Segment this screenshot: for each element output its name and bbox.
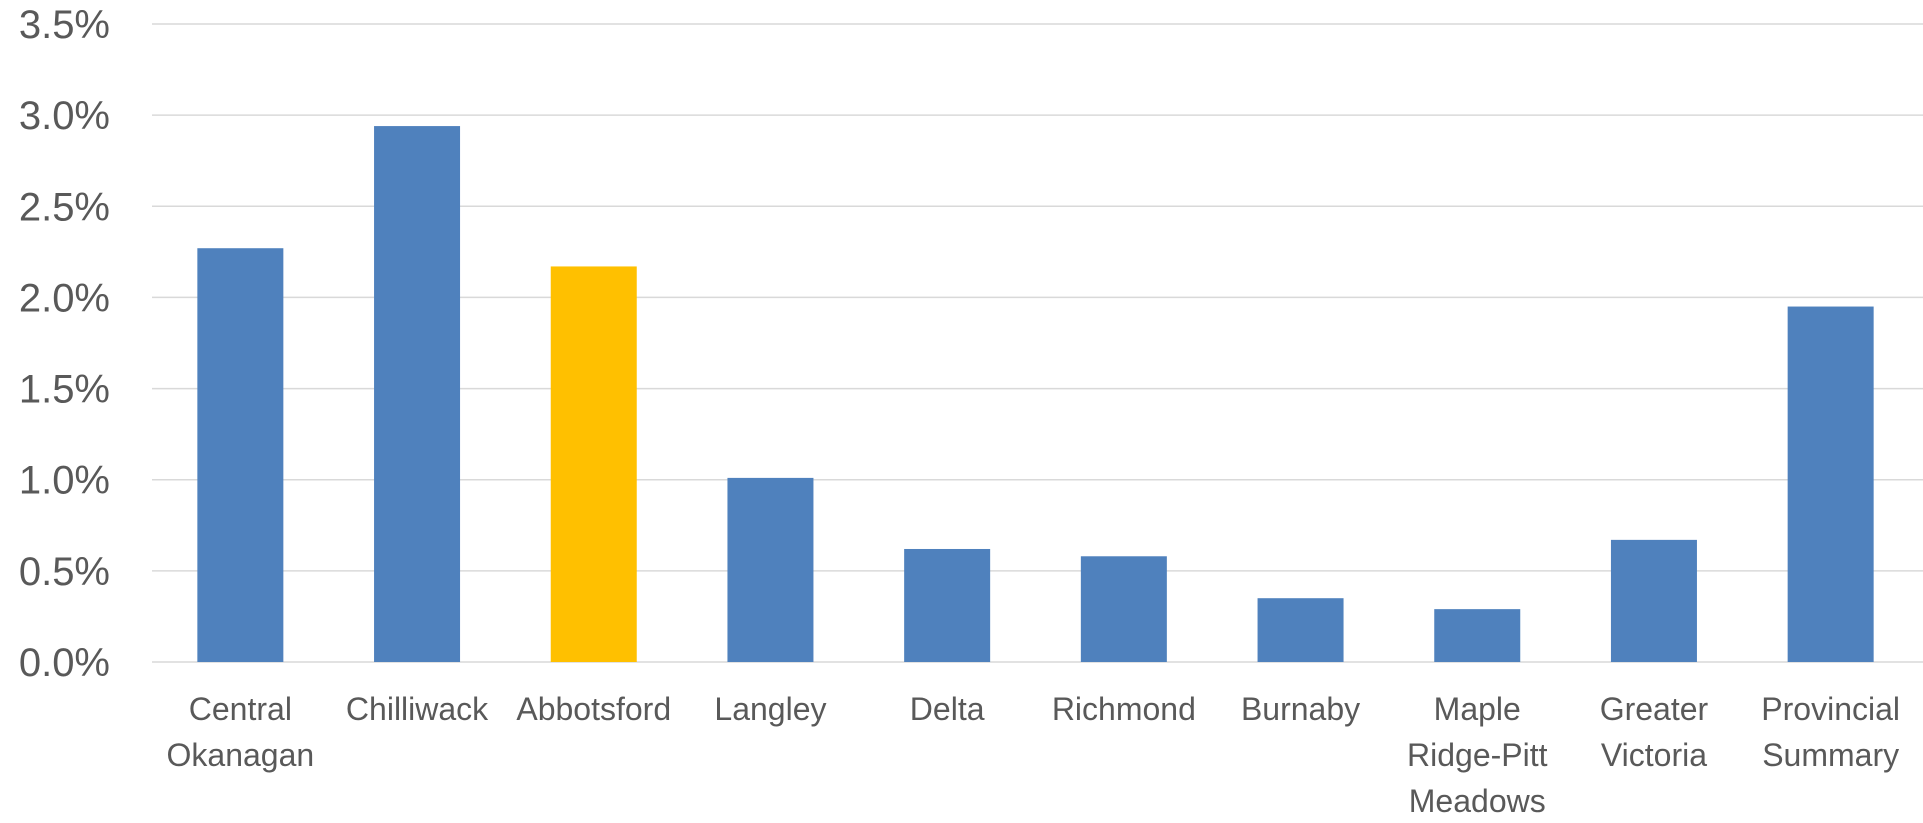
bar-richmond	[1080, 556, 1167, 662]
x-category-label: Langley	[714, 691, 826, 727]
y-axis-ticks: 0.0% 0.5% 1.0% 1.5% 2.0% 2.5% 3.0% 3.5%	[19, 3, 110, 685]
x-category-label-line: Greater	[1600, 691, 1709, 727]
x-category-label-line: Maple	[1434, 691, 1521, 727]
bar-central-okanagan	[197, 248, 284, 662]
x-category-label: Maple Ridge-Pitt Meadows	[1407, 691, 1548, 818]
x-category-label-line: Summary	[1762, 737, 1899, 773]
bar-greater-victoria	[1610, 539, 1697, 662]
x-category-label: Greater Victoria	[1600, 691, 1709, 773]
x-category-label-line: Ridge-Pitt	[1407, 737, 1548, 773]
y-tick-label: 3.5%	[19, 3, 110, 47]
x-category-label-line: Okanagan	[167, 737, 315, 773]
x-category-label-line: Victoria	[1601, 737, 1707, 773]
x-category-label: Abbotsford	[516, 691, 671, 727]
x-category-label-line: Central	[189, 691, 292, 727]
x-category-label-line: Meadows	[1409, 783, 1546, 818]
bar-provincial-summary	[1787, 306, 1874, 662]
x-category-label: Chilliwack	[346, 691, 489, 727]
x-category-label-line: Langley	[714, 691, 826, 727]
y-tick-label: 1.5%	[19, 368, 110, 412]
x-category-label: Delta	[910, 691, 985, 727]
y-tick-label: 0.0%	[19, 641, 110, 685]
x-category-label: Burnaby	[1241, 691, 1360, 727]
bar-maple-ridge-pitt-meadows	[1434, 609, 1521, 662]
bar-chilliwack	[374, 126, 461, 662]
x-axis-category-labels: Central Okanagan Chilliwack Abbotsford Langl…	[167, 691, 1900, 819]
x-category-label-line: Provincial	[1761, 691, 1900, 727]
x-category-label: Provincial Summary	[1761, 691, 1900, 773]
x-category-label: Central Okanagan	[167, 691, 315, 773]
y-tick-label: 0.5%	[19, 550, 110, 594]
bar-delta	[904, 548, 991, 662]
x-category-label-line: Delta	[910, 691, 985, 727]
x-category-label-line: Abbotsford	[516, 691, 671, 727]
bar-burnaby	[1257, 598, 1344, 662]
bar-abbotsford	[550, 266, 637, 662]
x-category-label-line: Chilliwack	[346, 691, 489, 727]
y-tick-label: 2.0%	[19, 276, 110, 320]
x-category-label: Richmond	[1052, 691, 1196, 727]
y-tick-label: 2.5%	[19, 185, 110, 229]
y-tick-label: 1.0%	[19, 459, 110, 503]
x-category-label-line: Richmond	[1052, 691, 1196, 727]
y-tick-label: 3.0%	[19, 94, 110, 138]
x-category-label-line: Burnaby	[1241, 691, 1360, 727]
bars	[197, 126, 1874, 662]
bar-langley	[727, 477, 814, 662]
